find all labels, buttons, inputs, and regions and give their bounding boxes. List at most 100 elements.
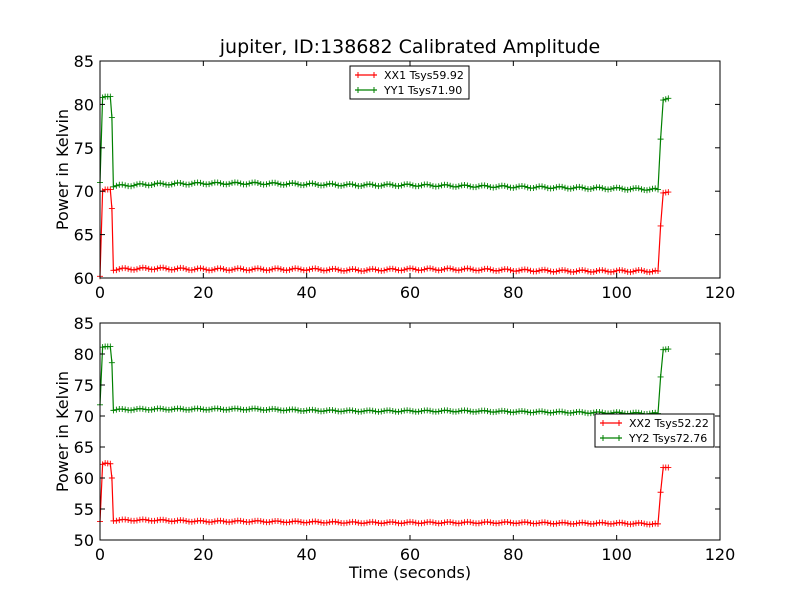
data-point [139,405,146,412]
data-point [590,268,597,275]
data-point [381,520,388,527]
y-tick-label: 80 [74,95,94,114]
data-point [455,183,462,190]
data-point [148,406,155,413]
data-point [470,519,477,526]
data-point [99,94,106,101]
data-point [369,265,376,272]
data-point [649,268,656,275]
data-point [133,517,140,524]
series-markers-2-2 [97,343,672,418]
data-point [412,519,419,526]
data-point [295,407,302,414]
legend-label: YY1 Tsys71.90 [383,84,462,97]
data-point [246,519,253,526]
data-point [249,518,256,525]
data-point [447,265,454,272]
data-point [151,266,158,273]
y-tick-label: 70 [74,182,94,201]
data-point [613,267,620,274]
data-point [409,265,416,272]
data-point [412,266,419,273]
data-point [657,222,664,229]
data-point [191,518,198,525]
data-point [263,406,270,413]
data-point [113,182,120,189]
data-point [593,520,600,527]
data-point [217,265,224,272]
data-point [125,265,132,272]
data-point [108,359,115,366]
data-point [544,267,551,274]
data-point [211,518,218,525]
data-point [211,266,218,273]
y-tick-label: 50 [74,531,94,550]
data-point [292,180,299,187]
data-point [590,409,597,416]
data-point [151,181,158,188]
data-point [188,406,195,413]
data-point [183,518,190,525]
data-point [142,264,149,271]
data-point [208,406,215,413]
data-point [257,180,264,187]
data-point [229,518,236,525]
data-point [266,519,273,526]
data-point [665,95,672,102]
data-point [447,519,454,526]
x-tick-label: 20 [193,545,213,564]
data-point [478,266,485,273]
data-point [539,183,546,190]
data-point [553,184,560,191]
data-point [122,406,129,413]
data-point [570,185,577,192]
data-point [464,407,471,414]
data-point [266,406,273,413]
data-point [142,181,149,188]
data-point [627,269,634,276]
y-tick-label: 85 [74,314,94,333]
data-point [197,179,204,186]
data-point [122,516,129,523]
data-point [510,184,517,191]
data-point [602,520,609,527]
data-point [533,268,540,275]
data-point [467,183,474,190]
data-point [229,179,236,186]
data-point [168,181,175,188]
y-tick-label: 60 [74,269,94,288]
data-point [582,267,589,274]
data-point [289,265,296,272]
data-point [429,519,436,526]
data-point [346,266,353,273]
data-point [432,266,439,273]
data-point [180,180,187,187]
data-point [257,265,264,272]
data-point [303,519,310,526]
data-point [378,182,385,189]
data-point [484,183,491,190]
data-point [450,266,457,273]
data-point [300,182,307,189]
data-point [389,265,396,272]
data-point [160,264,167,271]
data-point [398,267,405,274]
data-point [521,408,528,415]
data-point [498,266,505,273]
data-point [352,519,359,526]
data-point [303,407,310,414]
data-point [533,520,540,527]
data-point [621,520,628,527]
data-point [110,183,117,190]
data-point [160,180,167,187]
data-point [655,268,661,275]
data-point [579,409,586,416]
data-point [541,408,548,415]
data-point [484,265,491,272]
data-point [573,520,580,527]
data-point [223,181,230,188]
data-point [312,407,319,414]
data-point [200,265,207,272]
data-point [401,519,408,526]
data-point [312,265,319,272]
